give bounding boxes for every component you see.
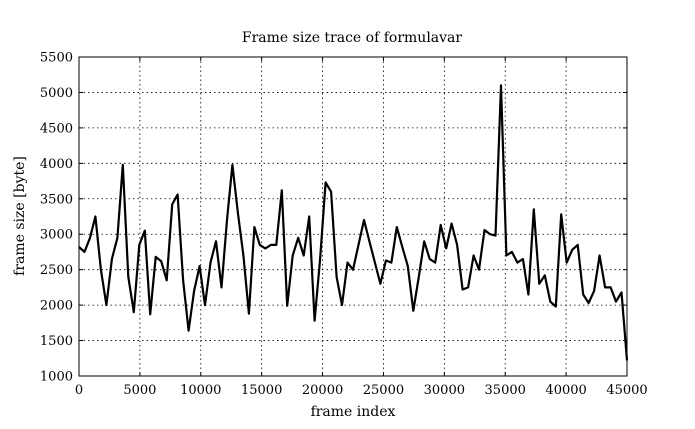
y-tick-label: 1000 [40,370,73,385]
x-axis-label: frame index [311,404,396,420]
x-tick-label: 25000 [363,383,404,398]
x-tick-label: 30000 [424,383,465,398]
y-tick-label: 3000 [40,228,73,243]
y-tick-label: 1500 [40,334,73,349]
x-tick-label: 40000 [545,383,586,398]
x-tick-label: 5000 [123,383,156,398]
plot-frame [78,56,628,377]
x-axis-ticks: 0 5000 10000 15000 20000 25000 30000 35000 40000… [75,57,648,398]
y-tick-label: 4000 [40,157,73,172]
grid-lines [79,57,627,376]
x-tick-label: 10000 [180,383,221,398]
frame-size-series-line [78,84,629,361]
y-tick-label: 2000 [40,299,73,314]
x-tick-label: 0 [75,383,83,398]
y-tick-label: 5500 [40,51,73,66]
x-tick-label: 45000 [606,383,647,398]
y-axis-ticks: 1000 1500 2000 2500 3000 3500 4000 4500 5000 5500 [40,51,627,385]
y-tick-label: 3500 [40,192,73,207]
y-tick-label: 2500 [40,263,73,278]
y-tick-label: 4500 [40,121,73,136]
x-tick-label: 35000 [485,383,526,398]
chart-title: Frame size trace of formulavar [242,30,463,46]
x-tick-label: 15000 [241,383,282,398]
y-tick-label: 5000 [40,86,73,101]
y-axis-label: frame size [byte] [12,156,28,276]
x-tick-label: 20000 [302,383,343,398]
